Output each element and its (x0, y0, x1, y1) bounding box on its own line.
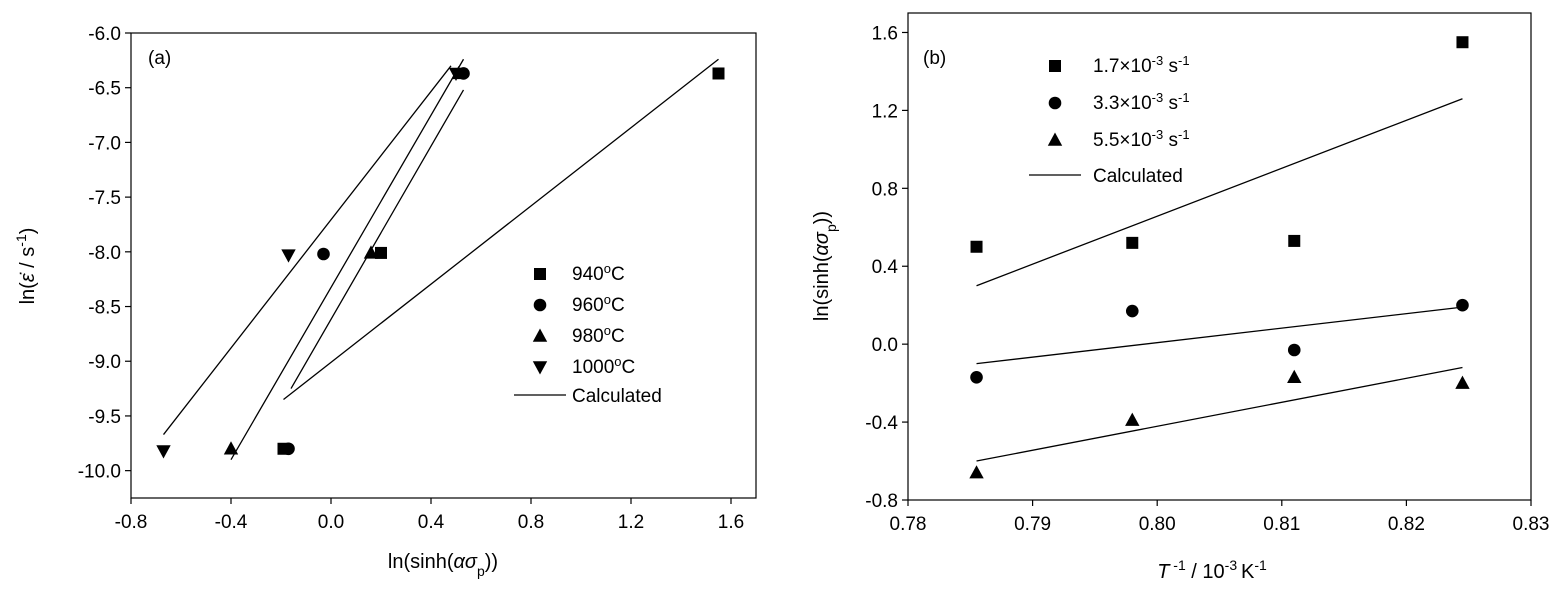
x-tick-label: 0.83 (1513, 514, 1550, 535)
panel-label-a: (a) (148, 48, 171, 69)
x-tick-label: 0.8 (518, 512, 544, 533)
axes-b: 0.78 0.79 0.80 0.81 0.82 0.83 -0.8 -0.4 0.0 0.4 0.… (865, 23, 1549, 535)
data-point (1456, 36, 1469, 49)
y-tick-label: -6.5 (88, 79, 121, 100)
axes-a: -0.8 -0.4 0.0 0.4 0.8 1.2 1.6 -6.0 -6.5 -7.0 -7.5 -… (78, 24, 745, 533)
x-axis-label-a: ln(sinh(ασp)) (388, 551, 498, 579)
data-point (363, 245, 379, 259)
y-tick-label: -9.5 (88, 407, 121, 428)
data-point (1456, 298, 1469, 312)
legend-entry-label: 3.3×10-3 s-1 (1093, 90, 1190, 115)
x-tick-label: 0.81 (1263, 514, 1300, 535)
fit-line (162, 65, 452, 435)
data-points-b (969, 36, 1470, 479)
legend-entry-label: 940oC (572, 261, 625, 286)
plot-frame-b (907, 12, 1532, 501)
legend-marker (532, 361, 548, 375)
legend-entry-label: 1000oC (572, 354, 635, 379)
x-tick-label: 1.2 (618, 512, 644, 533)
y-tick-label: -7.0 (88, 133, 121, 154)
x-tick-label: 0.82 (1388, 514, 1425, 535)
legend-a: 940oC 960oC 980oC 1000oC Calculated (514, 261, 662, 407)
plot-frame-a (130, 32, 757, 499)
y-tick-label: 1.2 (872, 101, 898, 122)
fit-line (290, 89, 465, 389)
fit-line (976, 306, 1463, 365)
data-point (1125, 412, 1140, 426)
x-tick-label: 0.4 (418, 512, 445, 533)
y-tick-label: -9.0 (88, 352, 121, 373)
y-tick-label: -7.5 (88, 188, 121, 209)
y-tick-label: -6.0 (88, 24, 121, 45)
x-tick-label: 0.79 (1014, 514, 1051, 535)
data-point (223, 441, 239, 455)
data-point (1126, 236, 1139, 249)
data-point (970, 370, 983, 384)
chart-panel-b: 0.78 0.79 0.80 0.81 0.82 0.83 -0.8 -0.4 0.0 0.4 0.… (811, 12, 1549, 583)
data-point (281, 249, 296, 263)
x-tick-label: 0.0 (318, 512, 344, 533)
data-points-a (156, 65, 725, 459)
legend-entry-label: 1.7×10-3 s-1 (1093, 53, 1190, 78)
chart-panel-a: -0.8 -0.4 0.0 0.4 0.8 1.2 1.6 -6.0 -6.5 -7.0 -7.5 -… (13, 24, 757, 579)
y-tick-label: -10.0 (78, 462, 121, 483)
y-tick-label: 0.4 (872, 257, 899, 278)
data-point (375, 246, 387, 259)
legend-fit-label: Calculated (1093, 166, 1183, 187)
legend-marker (533, 298, 547, 312)
legend-marker (1049, 60, 1061, 72)
y-tick-label: 1.6 (872, 23, 898, 44)
data-point (970, 240, 983, 253)
legend-marker (532, 328, 548, 342)
x-tick-label: 1.6 (718, 512, 744, 533)
data-point (969, 465, 984, 479)
x-tick-label: -0.4 (215, 512, 248, 533)
data-point (712, 67, 725, 80)
data-point (156, 445, 171, 459)
fit-line (976, 366, 1463, 462)
y-tick-label: -0.4 (865, 413, 898, 434)
y-tick-label: 0.8 (872, 179, 898, 200)
y-tick-label: 0.0 (872, 335, 898, 356)
y-axis-label-a: ln(ε̇ / s-1) (13, 228, 39, 305)
x-axis-label-b: T -1 / 10-3 K-1 (1157, 557, 1267, 583)
legend-marker (1048, 96, 1062, 110)
data-point (1287, 343, 1301, 357)
fit-lines-b (976, 98, 1463, 462)
panel-label-b: (b) (923, 48, 946, 69)
data-point (448, 67, 464, 81)
legend-b: 1.7×10-3 s-1 3.3×10-3 s-1 5.5×10-3 s-1 Calc… (1029, 53, 1190, 187)
legend-entry-label: 980oC (572, 323, 625, 348)
x-tick-label: 0.78 (890, 514, 927, 535)
legend-fit-label: Calculated (572, 386, 662, 407)
x-tick-label: 0.80 (1139, 514, 1176, 535)
data-point (1287, 369, 1302, 383)
y-axis-label-b: ln(sinh(ασp)) (811, 211, 839, 321)
legend-marker (534, 268, 546, 280)
data-point (1288, 234, 1301, 247)
data-point (1455, 375, 1470, 389)
data-point (317, 247, 330, 261)
y-tick-label: -8.5 (88, 298, 121, 319)
legend-entry-label: 5.5×10-3 s-1 (1093, 127, 1190, 152)
y-tick-label: -8.0 (88, 243, 121, 264)
legend-entry-label: 960oC (572, 292, 625, 317)
data-point (282, 442, 295, 456)
data-point (1125, 304, 1139, 318)
fit-line (230, 58, 465, 461)
x-tick-label: -0.8 (115, 512, 148, 533)
fit-line (283, 58, 719, 401)
fit-lines-a (162, 58, 719, 461)
fit-line (976, 98, 1463, 287)
y-tick-label: -0.8 (865, 491, 898, 512)
legend-marker (1047, 132, 1063, 146)
